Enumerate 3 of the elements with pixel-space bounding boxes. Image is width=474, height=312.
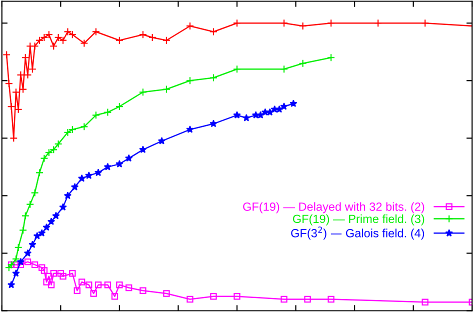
legend-label: GF(3$^{2}$) — Galois field. (4): [291, 226, 424, 240]
legend-label: GF(19) — Delayed with 32 bits. (2): [243, 202, 424, 214]
legend-label: GF(19) — Prime field. (3): [292, 214, 424, 226]
